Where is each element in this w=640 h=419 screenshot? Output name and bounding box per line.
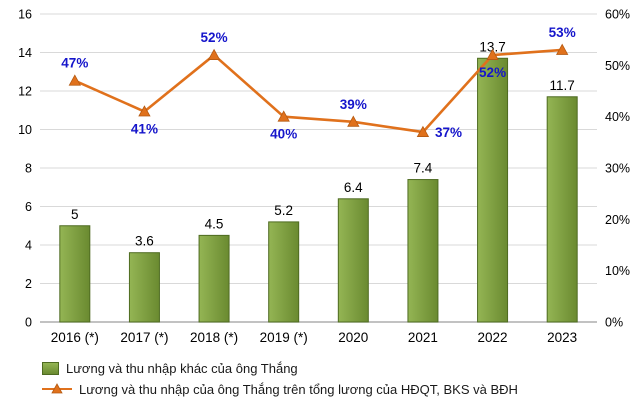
x-axis-category-label: 2023 (547, 330, 577, 345)
line-percent-label: 37% (435, 125, 462, 140)
left-axis-tick-label: 12 (18, 85, 32, 99)
right-axis-tick-label: 60% (605, 8, 630, 22)
left-axis-tick-label: 4 (25, 239, 32, 253)
bar-2019 (*) (268, 221, 300, 323)
line-marker-triangle (277, 110, 290, 122)
bar-2020 (337, 198, 369, 323)
left-axis-tick-label: 0 (25, 316, 32, 330)
line-percent-label: 52% (479, 65, 506, 80)
line-marker-triangle (486, 48, 499, 60)
line-percent-label: 40% (270, 127, 297, 142)
right-axis-tick-label: 40% (605, 110, 630, 124)
line-marker-triangle (347, 115, 360, 127)
right-axis-tick-label: 50% (605, 59, 630, 73)
line-percent-label: 53% (549, 25, 576, 40)
x-axis-category-label: 2016 (*) (51, 330, 99, 345)
x-axis-category-label: 2017 (*) (120, 330, 168, 345)
line-percent-label: 39% (340, 97, 367, 112)
line-marker-triangle (207, 48, 221, 60)
bar-value-label: 13.7 (479, 39, 505, 54)
x-axis-category-label: 2020 (338, 330, 368, 345)
bar-2021 (407, 179, 439, 323)
right-axis-tick-label: 20% (605, 213, 630, 227)
line-percent-label: 41% (131, 122, 158, 137)
x-axis-category-label: 2018 (*) (190, 330, 238, 345)
legend-label-line-series: Lương và thu nhập của ông Thắng trên tổn… (79, 381, 518, 397)
bar-2017 (*) (128, 252, 160, 323)
x-axis-category-label: 2022 (478, 330, 508, 345)
bar-2016 (*) (59, 225, 91, 323)
legend-item-line-series: Lương và thu nhập của ông Thắng trên tổn… (42, 382, 518, 398)
bar-value-label: 5.2 (274, 203, 293, 218)
bar-value-label: 11.7 (550, 78, 575, 93)
bar-value-label: 5 (71, 207, 79, 222)
bar-value-label: 7.4 (414, 161, 433, 176)
right-axis-tick-label: 30% (605, 162, 630, 176)
right-axis-tick-label: 10% (605, 264, 630, 278)
line-marker-triangle (68, 74, 81, 86)
right-axis-tick-label: 0% (605, 316, 623, 330)
bar-2018 (*) (198, 234, 230, 323)
line-percent-label: 47% (61, 56, 88, 71)
bar-value-label: 3.6 (135, 234, 154, 249)
legend-item-bar-series: Lương và thu nhập khác của ông Thắng (42, 361, 518, 377)
line-marker-triangle (138, 105, 151, 117)
line-triangle-icon (42, 383, 72, 395)
bar-swatch-icon (42, 362, 59, 376)
bar-value-label: 6.4 (344, 180, 363, 195)
left-axis-tick-label: 6 (25, 200, 32, 214)
left-axis-tick-label: 10 (18, 123, 32, 137)
line-percent-label: 52% (201, 30, 228, 45)
legend-label-bar-series: Lương và thu nhập khác của ông Thắng (66, 361, 298, 376)
x-axis-category-label: 2019 (*) (260, 330, 308, 345)
line-series-path (74, 48, 563, 134)
bar-value-label: 4.5 (205, 216, 224, 231)
left-axis-tick-label: 16 (18, 8, 32, 22)
left-axis-tick-label: 14 (18, 46, 32, 60)
bar-2022 (477, 57, 509, 323)
x-axis-category-label: 2021 (408, 330, 438, 345)
bar-2023 (546, 96, 578, 323)
chart-legend: Lương và thu nhập khác của ông Thắng Lươ… (42, 361, 518, 397)
left-axis-tick-label: 2 (25, 277, 32, 291)
line-marker-triangle (416, 125, 430, 137)
line-marker-triangle (556, 43, 569, 55)
left-axis-tick-label: 8 (25, 162, 32, 176)
